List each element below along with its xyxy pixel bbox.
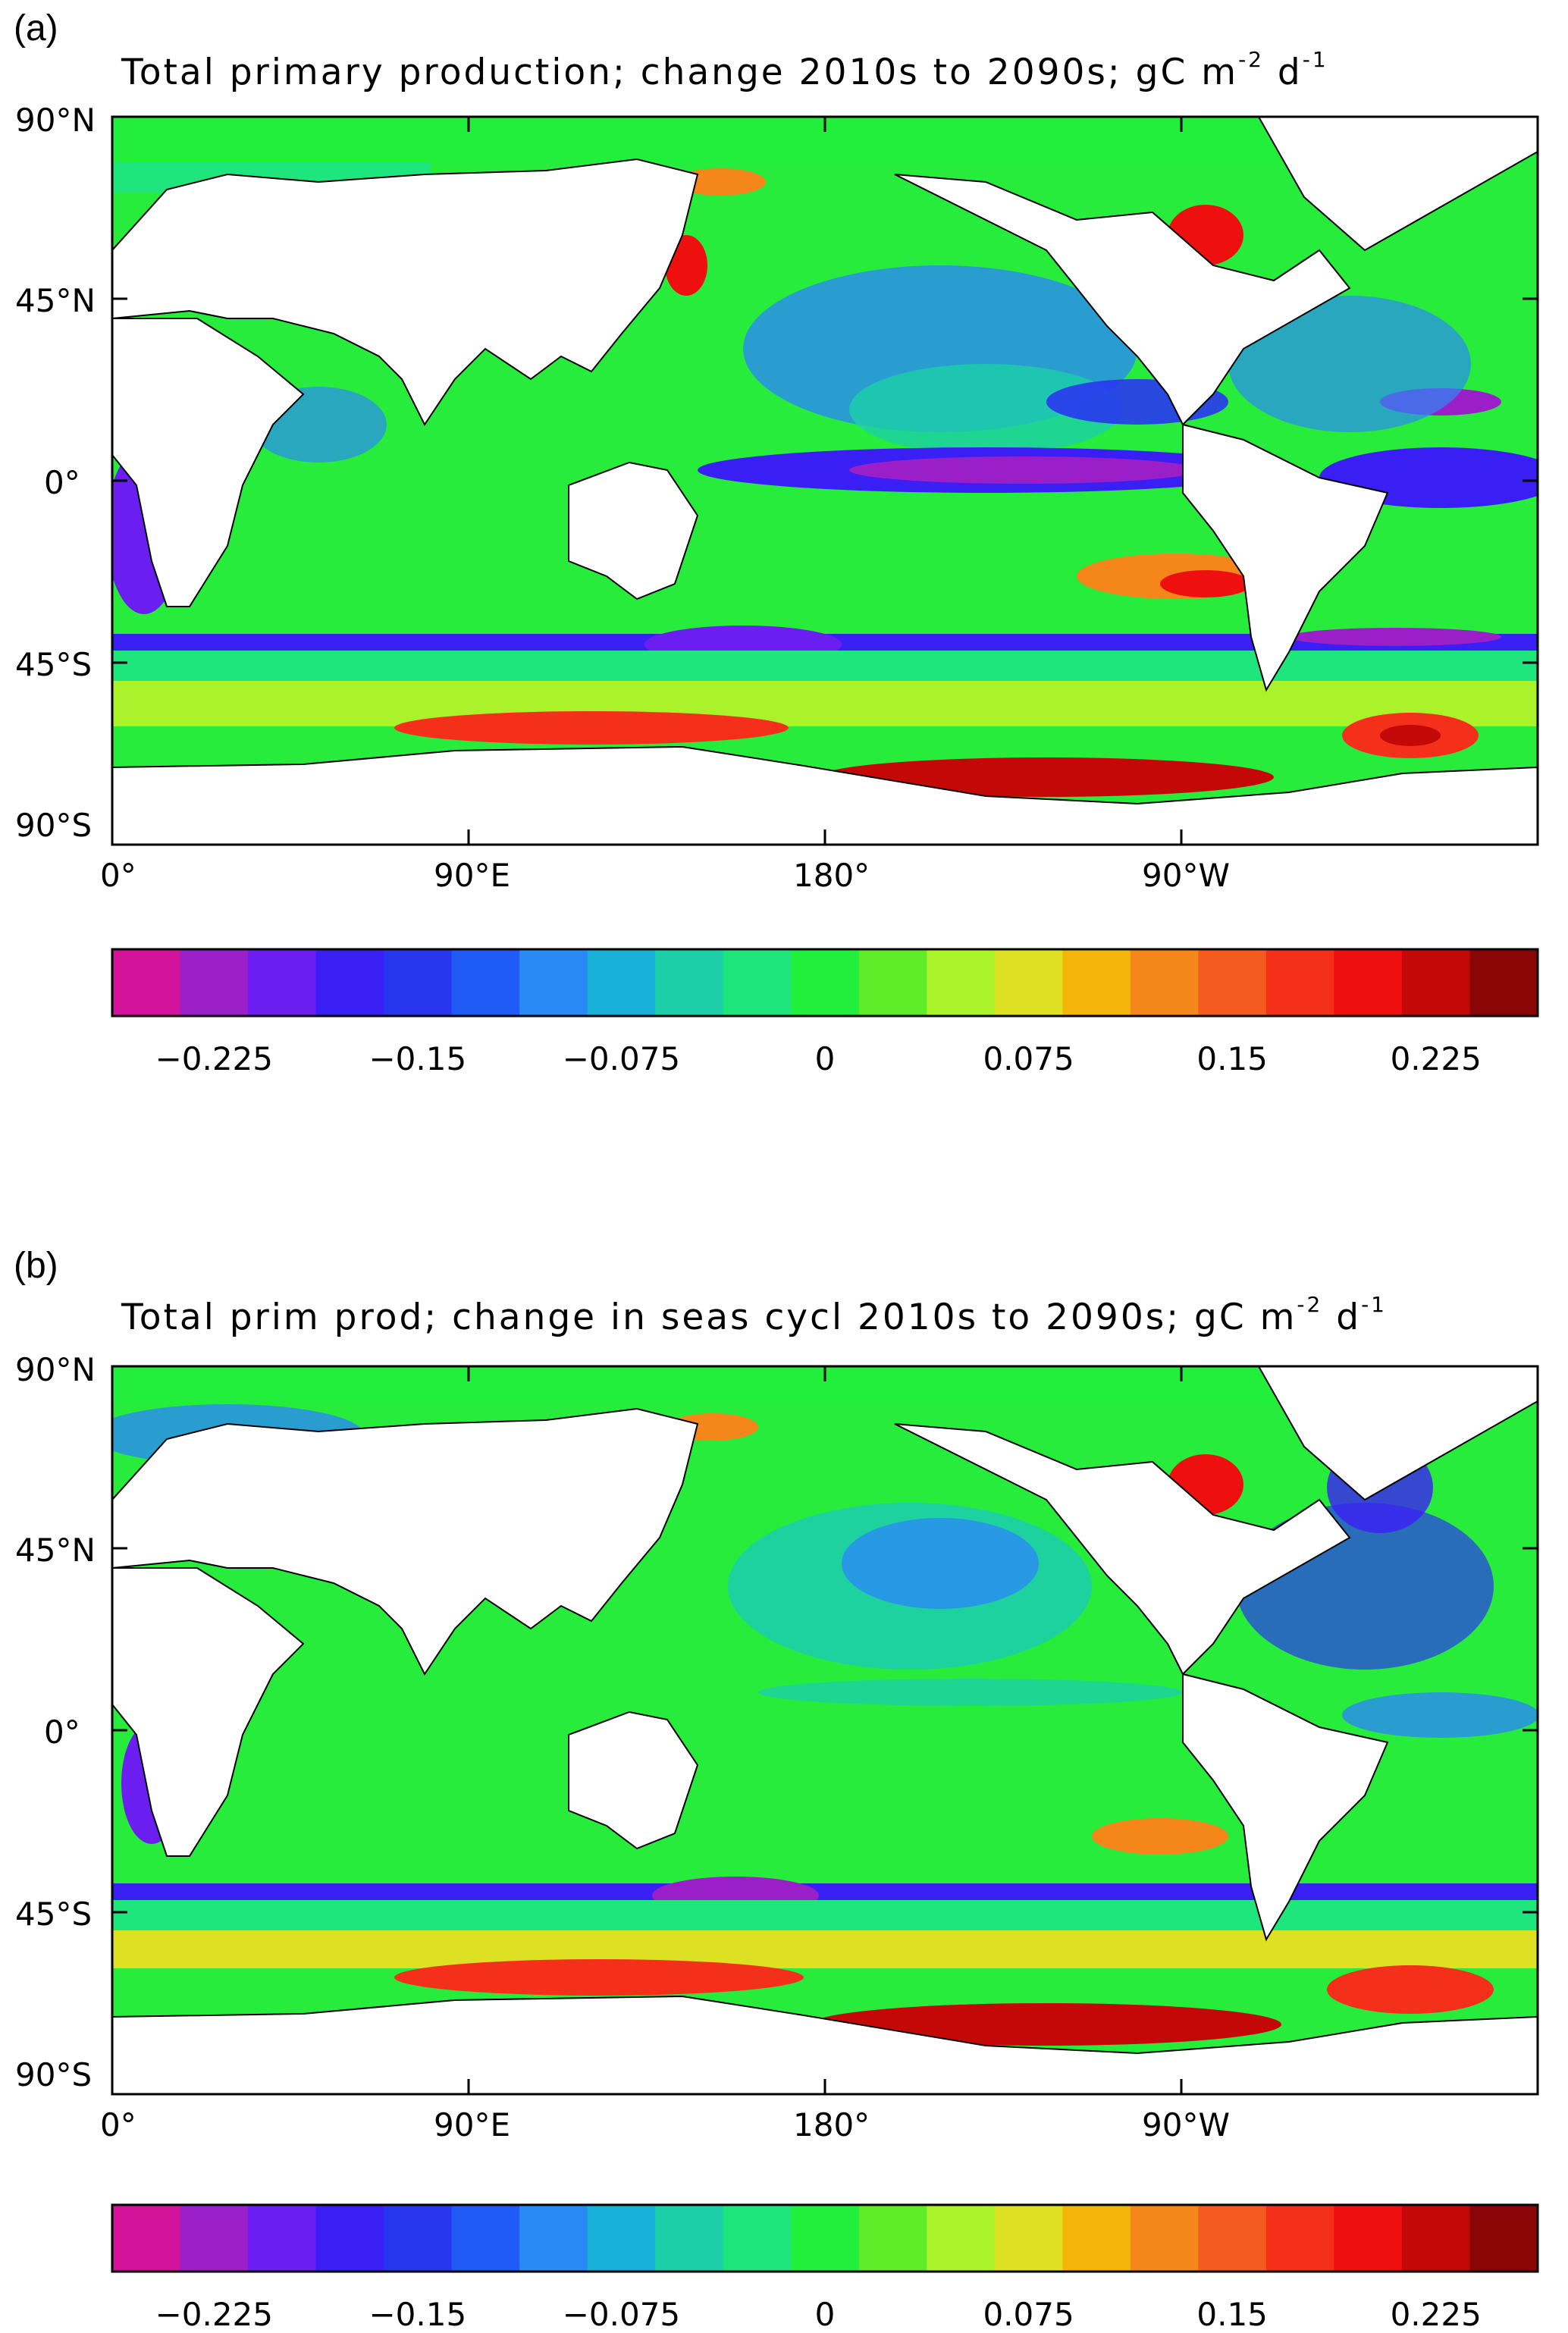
unit-exponent: -2 xyxy=(1238,47,1264,73)
colorbar-swatch xyxy=(1469,2205,1538,2272)
colorbar-swatch xyxy=(1401,949,1471,1016)
colorbar-swatch xyxy=(180,2205,249,2272)
colorbar-tick-label: −0.15 xyxy=(368,1040,467,1077)
colorbar-swatch xyxy=(723,2205,792,2272)
map-figure xyxy=(111,1365,1539,2273)
colorbar-swatch xyxy=(1265,949,1335,1016)
colorbar-swatch xyxy=(1130,949,1199,1016)
colorbar-tick-label: 0.075 xyxy=(983,1040,1074,1077)
colorbar-tick-label: −0.225 xyxy=(155,1040,273,1077)
lon-label: 0° xyxy=(100,2106,136,2143)
ocean-field xyxy=(112,1366,1538,2094)
title-text: Total primary production; change 2010s t… xyxy=(121,52,1239,93)
colorbar-tick-label: 0.15 xyxy=(1196,2296,1268,2333)
panel-a: (a) Total primary production; change 201… xyxy=(0,0,1568,1162)
colorbar-tick-label: 0 xyxy=(814,2296,836,2333)
colorbar-swatch xyxy=(927,949,996,1016)
map-figure xyxy=(111,115,1539,1018)
land xyxy=(112,117,1538,845)
land xyxy=(112,1366,1538,2094)
colorbar-swatch xyxy=(112,2205,181,2272)
colorbar-frame xyxy=(111,948,1539,1018)
colorbar-swatch xyxy=(384,2205,453,2272)
unit-exponent: -1 xyxy=(1302,47,1328,73)
lon-label: 90°W xyxy=(1142,857,1230,894)
colorbar-swatch xyxy=(315,2205,384,2272)
title-text: Total prim prod; change in seas cycl 201… xyxy=(121,1297,1297,1338)
colorbar-tick-label: −0.15 xyxy=(368,2296,467,2333)
lat-label: 90°S xyxy=(15,807,93,844)
colorbar-swatch xyxy=(451,2205,520,2272)
colorbar-swatch xyxy=(791,2205,860,2272)
panel-b: (b) Total prim prod; change in seas cycl… xyxy=(0,1162,1568,2333)
colorbar-swatch xyxy=(858,2205,927,2272)
lon-label: 90°W xyxy=(1142,2106,1230,2143)
colorbar-swatch xyxy=(1130,2205,1199,2272)
colorbar-tick-label: 0.225 xyxy=(1390,1040,1482,1077)
lon-label: 180° xyxy=(793,857,870,894)
ocean-field xyxy=(112,117,1538,845)
colorbar-swatch xyxy=(858,949,927,1016)
colorbar-tick-label: −0.075 xyxy=(562,2296,681,2333)
colorbar-swatch xyxy=(112,949,181,1016)
colorbar-swatch xyxy=(248,2205,317,2272)
unit-exponent: -1 xyxy=(1361,1292,1387,1318)
colorbar-swatch xyxy=(1334,2205,1403,2272)
lon-label: 180° xyxy=(793,2106,870,2143)
panel-letter: (b) xyxy=(14,1246,58,1286)
colorbar-swatch xyxy=(1198,2205,1267,2272)
colorbar-swatch xyxy=(723,949,792,1016)
lon-label: 90°E xyxy=(434,857,510,894)
unit-d: d xyxy=(1263,52,1303,93)
colorbar-swatch xyxy=(994,949,1063,1016)
lon-label: 0° xyxy=(100,857,136,894)
lat-label: 90°N xyxy=(15,102,96,139)
colorbar-frame xyxy=(111,2203,1539,2273)
colorbar-tick-label: 0.15 xyxy=(1196,1040,1268,1077)
lat-label: 0° xyxy=(44,464,80,501)
panel-letter: (a) xyxy=(14,8,58,49)
lat-label: 45°S xyxy=(15,646,93,683)
colorbar-swatch xyxy=(1265,2205,1335,2272)
colorbar-swatch xyxy=(587,949,656,1016)
colorbar-swatch xyxy=(180,949,249,1016)
colorbar-swatch xyxy=(1062,949,1131,1016)
map-title: Total primary production; change 2010s t… xyxy=(121,47,1328,93)
lat-label: 90°N xyxy=(15,1351,96,1388)
colorbar-swatch xyxy=(315,949,384,1016)
lat-label: 90°S xyxy=(15,2056,93,2093)
lat-label: 45°N xyxy=(15,1532,96,1569)
colorbar-swatch xyxy=(655,2205,724,2272)
colorbar-swatch xyxy=(519,949,588,1016)
lat-label: 45°N xyxy=(15,282,96,319)
lat-label: 45°S xyxy=(15,1896,93,1933)
colorbar-swatch xyxy=(587,2205,656,2272)
colorbar-swatch xyxy=(994,2205,1063,2272)
colorbar-swatch xyxy=(384,949,453,1016)
map-title: Total prim prod; change in seas cycl 201… xyxy=(121,1292,1387,1338)
colorbar-swatch xyxy=(655,949,724,1016)
colorbar-tick-label: 0.075 xyxy=(983,2296,1074,2333)
colorbar-swatch xyxy=(248,949,317,1016)
colorbar-swatch xyxy=(1469,949,1538,1016)
colorbar-tick-label: −0.225 xyxy=(155,2296,273,2333)
unit-d: d xyxy=(1322,1297,1362,1338)
colorbar-tick-label: 0 xyxy=(814,1040,836,1077)
lat-label: 0° xyxy=(44,1714,80,1751)
colorbar xyxy=(112,2205,1538,2272)
colorbar-swatch xyxy=(791,949,860,1016)
colorbar xyxy=(112,949,1538,1016)
colorbar-swatch xyxy=(451,949,520,1016)
lon-label: 90°E xyxy=(434,2106,510,2143)
colorbar-tick-label: 0.225 xyxy=(1390,2296,1482,2333)
colorbar-swatch xyxy=(1198,949,1267,1016)
colorbar-tick-label: −0.075 xyxy=(562,1040,681,1077)
colorbar-swatch xyxy=(927,2205,996,2272)
colorbar-swatch xyxy=(1334,949,1403,1016)
colorbar-swatch xyxy=(519,2205,588,2272)
colorbar-swatch xyxy=(1401,2205,1471,2272)
colorbar-swatch xyxy=(1062,2205,1131,2272)
unit-exponent: -2 xyxy=(1297,1292,1323,1318)
